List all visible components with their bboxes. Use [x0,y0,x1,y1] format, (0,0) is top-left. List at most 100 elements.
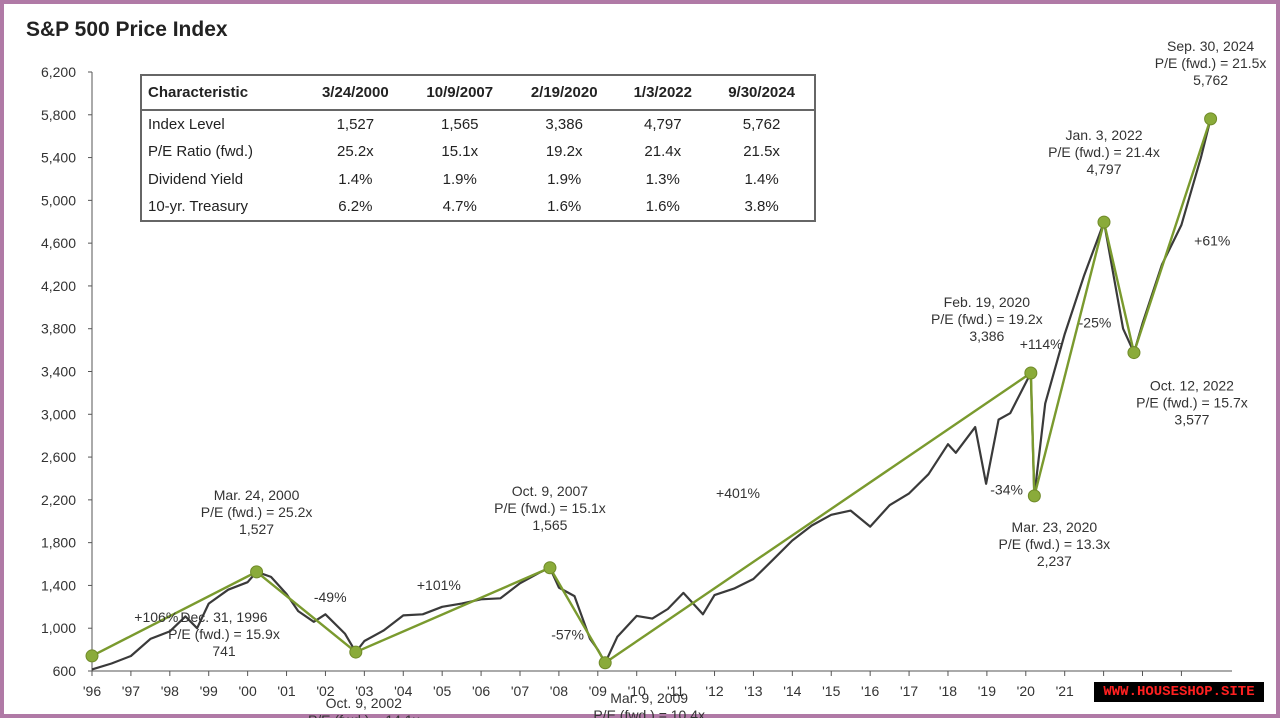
point-annotation: Oct. 9, 2002P/E (fwd.) = 14.1x777 [308,695,420,718]
annotation-text: P/E (fwd.) = 21.5x [1155,55,1267,71]
annotation-text: Oct. 9, 2002 [326,695,402,711]
annotation-text: P/E (fwd.) = 15.7x [1136,395,1248,411]
trend-segment [1033,221,1106,497]
table-cell: 4,797 [644,116,682,134]
y-tick-label: 1,400 [41,577,76,593]
marker-layer [85,112,1218,670]
table-header: 10/9/2007 [407,75,512,111]
table-row: P/E Ratio (fwd.) 25.2x 15.1x 19.2x 21.4x… [141,138,815,165]
table-cell: 1.4% [338,170,373,188]
y-tick-label: 5,000 [41,192,76,208]
y-axis-ticks: 6,200 5,800 5,400 5,000 4,600 4,200 3,800 3,400… [41,64,92,679]
table-cell: 1,565 [440,116,479,134]
table-cell: 4.7% [442,197,477,215]
annotation-text: P/E (fwd.) = 25.2x [201,504,313,520]
turning-point-marker [598,656,612,670]
turning-point-marker [349,645,363,659]
trend-layer [91,118,1212,664]
x-tick-label: '06 [472,683,490,699]
x-tick-label: '98 [161,683,179,699]
table-cell: 1.9% [547,170,582,188]
x-tick-label: '18 [939,683,957,699]
characteristics-table: Characteristic 3/24/2000 10/9/2007 2/19/… [140,74,816,222]
x-tick-label: '08 [550,683,568,699]
y-tick-label: 1,000 [41,620,76,636]
table-header: 9/30/2024 [709,75,815,111]
annotation-text: 3,577 [1174,412,1209,428]
trend-segment [1132,118,1212,353]
table-cell: 3.8% [744,197,779,215]
trend-segment [255,570,357,654]
chart-title: S&P 500 Price Index [26,18,228,41]
x-tick-label: '21 [1056,683,1074,699]
turning-point-marker [1097,215,1111,229]
annotation-text: Mar. 9, 2009 [610,690,688,706]
table-header: Characteristic [141,75,304,111]
x-tick-label: '04 [394,683,412,699]
y-tick-label: 2,200 [41,492,76,508]
annotation-text: Feb. 19, 2020 [944,294,1031,310]
annotation-text: P/E (fwd.) = 14.1x [308,712,420,718]
y-tick-label: 5,800 [41,107,76,123]
percent-change-label: +114% [1020,336,1063,352]
percent-change-label: -25% [1079,314,1112,330]
turning-point-marker [250,565,264,579]
x-tick-label: '00 [239,683,257,699]
table-cell: 1.6% [645,197,680,215]
table-cell: 25.2x [336,143,374,161]
table-cell: P/E Ratio (fwd.) [148,143,254,161]
annotation-text: 2,237 [1037,553,1072,569]
turning-point-marker [1027,489,1041,503]
trend-segment [1102,221,1136,353]
table-cell: Index Level [148,116,225,134]
y-tick-label: 2,600 [41,449,76,465]
table-cell: 1.9% [442,170,477,188]
table-cell: 1,527 [336,116,375,134]
y-tick-label: 3,800 [41,321,76,337]
x-tick-label: '10 [628,683,646,699]
y-tick-label: 4,600 [41,235,76,251]
x-tick-label: '97 [122,683,140,699]
percent-label-layer: +106% -49% +101% -57% +401% -34% +114% -25% +61% [134,233,1230,643]
annotation-text: P/E (fwd.) = 21.4x [1048,144,1160,160]
table-cell: Dividend Yield [148,170,244,188]
x-tick-label: '15 [822,683,840,699]
x-tick-label: '07 [511,683,529,699]
annotation-text: Jan. 3, 2022 [1065,127,1142,143]
table-cell: 10-yr. Treasury [148,197,249,215]
x-tick-label: '96 [83,683,101,699]
x-tick-label: '11 [667,683,684,699]
turning-point-marker [1204,112,1218,126]
y-tick-label: 3,400 [41,364,76,380]
annotation-text: Oct. 9, 2007 [512,483,588,499]
x-tick-label: '17 [900,683,918,699]
x-tick-label: '12 [705,683,723,699]
table-header: 2/19/2020 [511,75,617,111]
turning-point-marker [1127,346,1141,360]
annotation-text: 4,797 [1086,161,1121,177]
table-cell: 21.4x [644,143,682,161]
x-tick-label: '20 [1017,683,1035,699]
y-tick-label: 3,000 [41,406,76,422]
percent-change-label: +401% [716,485,760,501]
percent-change-label: +106% [134,609,178,625]
table-cell: 1.3% [645,170,680,188]
annotation-text: Mar. 24, 2000 [214,487,300,503]
table-row: Dividend Yield 1.4% 1.9% 1.9% 1.3% 1.4% [141,165,815,192]
table-cell: 21.5x [743,143,780,161]
trend-segment [1029,372,1036,496]
table-header: 1/3/2022 [616,75,710,111]
table-row: Index Level 1,527 1,565 3,386 4,797 5,76… [141,110,815,138]
annotation-text: Oct. 12, 2022 [1150,378,1234,394]
table-cell: 1.4% [744,170,779,188]
annotation-text: P/E (fwd.) = 19.2x [931,311,1043,327]
annotation-text: Sep. 30, 2024 [1167,38,1254,54]
annotation-text: P/E (fwd.) = 13.3x [999,536,1111,552]
y-tick-label: 4,200 [41,278,76,294]
y-tick-label: 6,200 [41,64,76,80]
